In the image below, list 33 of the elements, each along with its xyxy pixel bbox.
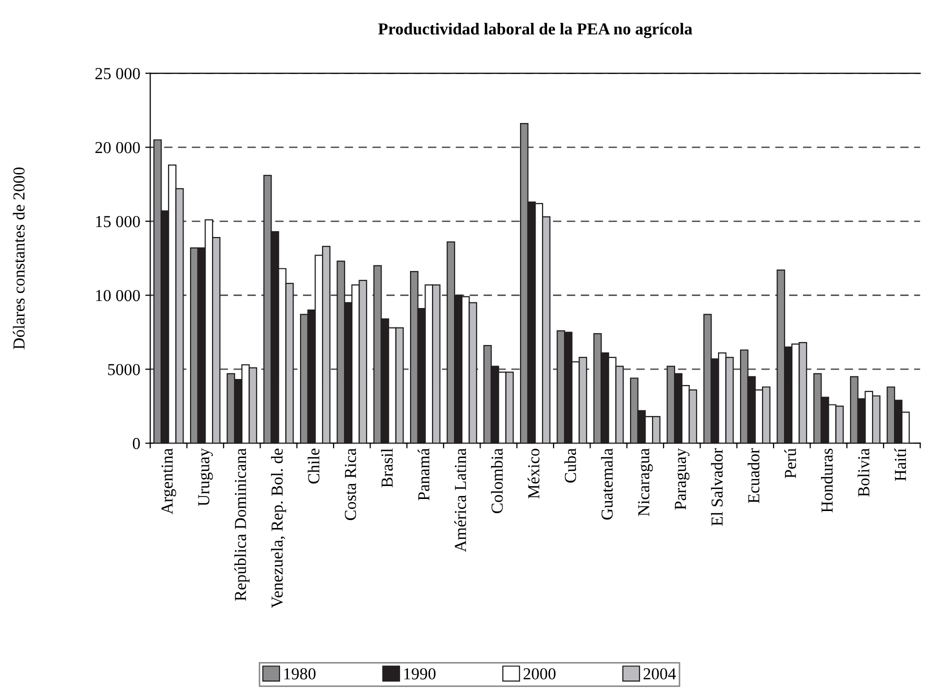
legend-label: 2000 [524, 668, 556, 680]
x-tick-label: Colombia [491, 448, 503, 514]
y-tick-label: 10 000 [96, 290, 140, 302]
legend-label: 2004 [644, 668, 676, 680]
y-tick-label: 20 000 [95, 142, 140, 154]
x-tick-label: Nicaragua [638, 448, 653, 516]
y-tick-label: 15 000 [96, 216, 140, 228]
y-tick-label: 25 000 [95, 68, 140, 80]
legend-label: 1980 [284, 668, 316, 680]
x-tick-label: Haití [894, 448, 906, 481]
y-tick-label: 5000 [108, 364, 140, 376]
x-tick-label: Paraguay [674, 448, 690, 510]
x-tick-label: Bolivia [858, 448, 870, 497]
x-tick-label: Chile [308, 448, 320, 484]
x-tick-label: Honduras [821, 448, 833, 512]
y-axis-title: Dólares constantes de 2000 [12, 167, 25, 350]
chart-title: Productividad laboral de la PEA no agrícola [378, 22, 692, 38]
legend-label: 1990 [404, 668, 436, 680]
x-tick-label: Costa Rica [344, 448, 356, 520]
x-tick-label: Uruguay [198, 448, 213, 506]
x-tick-label: Venezuela, Rep. Bol. de [271, 448, 286, 608]
x-tick-label: México [528, 448, 540, 499]
x-tick-label: Panamá [418, 448, 430, 500]
x-tick-label: El Salvador [711, 448, 723, 526]
x-tick-label: América Latina [454, 448, 466, 552]
x-tick-label: República Dominicana [234, 448, 250, 601]
x-tick-label: Argentina [161, 448, 176, 514]
x-tick-label: Ecuador [748, 448, 760, 504]
x-tick-label: Cuba [564, 448, 576, 483]
x-tick-label: Guatemala [601, 448, 613, 520]
x-tick-label: Brasil [381, 448, 393, 488]
y-tick-label: 0 [132, 438, 140, 450]
x-tick-label: Perú [784, 448, 796, 478]
